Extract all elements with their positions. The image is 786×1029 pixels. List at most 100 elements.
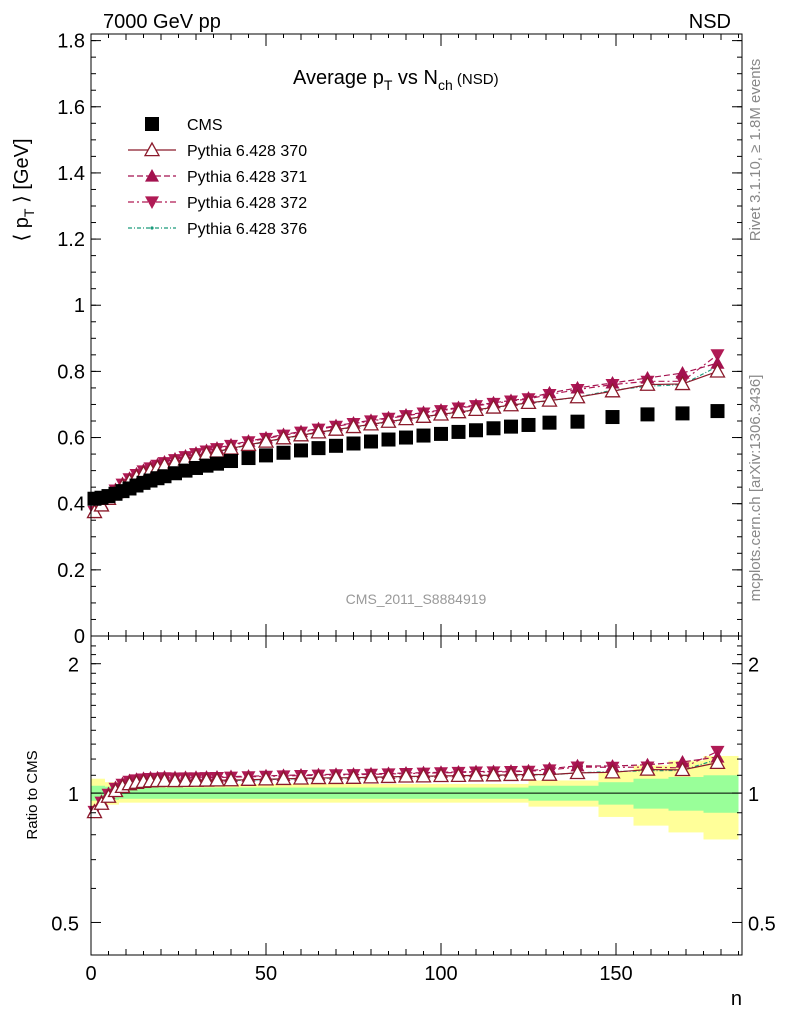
mcplots-label: mcplots.cern.ch [arXiv:1306.3436] [747, 375, 764, 602]
ratio-point-2 [675, 754, 690, 768]
cms-data-point [311, 441, 326, 456]
cms-data-point [364, 434, 378, 449]
xtick-label: 50 [255, 963, 277, 985]
ratio-point-1 [292, 770, 310, 785]
series-point-2 [710, 356, 725, 369]
title-main: Average p [293, 67, 384, 89]
series-point-1 [397, 410, 415, 426]
legend-marker-2 [145, 169, 159, 182]
ratio-plot-frame [90, 635, 743, 956]
series-point-1 [415, 408, 432, 423]
ratio-point-1 [485, 766, 502, 782]
y-axis-label: ⟨ pT ⟩ [GeV] [11, 138, 37, 241]
ratio-axis-label: Ratio to CMS [24, 750, 41, 839]
legend-label-1: Pythia 6.428 370 [187, 143, 307, 160]
cms-data-point [399, 430, 413, 445]
legend-label-2: Pythia 6.428 371 [187, 169, 307, 186]
cms-data-point [640, 407, 655, 422]
ratio-ytick-label-right: 1 [748, 784, 759, 806]
legend-marker-0 [145, 117, 159, 131]
ratio-point-1 [502, 766, 520, 782]
ylabel-close: ⟩ [GeV] [11, 138, 33, 208]
series-point-1 [520, 394, 537, 410]
series-point-1 [292, 426, 310, 442]
ratio-ytick-label: 2 [68, 655, 79, 677]
series-point-1 [502, 396, 520, 412]
series-point-1 [604, 382, 621, 398]
main-ytick-label: 1 [74, 295, 85, 317]
ratio-point-1 [362, 768, 380, 784]
series-point-1 [345, 418, 362, 434]
ratio-ytick-label-right: 2 [748, 655, 759, 677]
ratio-point-1 [380, 768, 397, 784]
ylabel-sub: T [21, 208, 37, 217]
ratio-point-1 [93, 795, 110, 810]
main-ytick-label: 0.4 [57, 494, 85, 516]
cms-data-point [570, 414, 585, 429]
series-point-1 [709, 363, 726, 378]
header-right: NSD [689, 11, 731, 33]
cms-data-point [416, 428, 431, 443]
ratio-point-1 [240, 771, 257, 786]
chart-title: Average pT vs Nch (NSD) [293, 67, 499, 93]
cms-data-point [276, 445, 291, 460]
ratio-point-1 [467, 767, 485, 782]
ratio-point-1 [166, 772, 184, 788]
cms-data-point [469, 423, 483, 438]
ratio-point-1 [198, 772, 215, 787]
main-ytick-label: 0 [74, 626, 85, 648]
series-point-1 [467, 401, 485, 417]
series-point-1 [569, 388, 586, 404]
ylabel-open: ⟨ p [11, 217, 33, 241]
title-mid: vs N [392, 67, 438, 89]
main-ytick-label: 1.2 [57, 229, 85, 251]
ratio-point-1 [415, 767, 432, 783]
ratio-point-1 [709, 754, 726, 769]
ratio-point-1 [639, 761, 656, 776]
ratio-point-1 [177, 772, 194, 788]
cms-data-point [259, 448, 273, 463]
ratio-point-1 [541, 766, 558, 781]
legend-label-0: CMS [187, 117, 223, 134]
ratio-ytick-label: 0.5 [51, 913, 79, 935]
cms-data-point [710, 404, 725, 419]
ratio-point-1 [432, 767, 450, 783]
series-line-2 [94, 362, 718, 512]
series-point-1 [380, 413, 397, 428]
cms-data-point [210, 456, 224, 471]
ratio-point-1 [520, 766, 537, 781]
analysis-watermark: CMS_2011_S8884919 [346, 591, 487, 607]
ratio-point-1 [208, 771, 226, 787]
main-ytick-label: 1.4 [57, 163, 85, 185]
main-ytick-label: 0.6 [57, 428, 85, 450]
ratio-point-1 [327, 769, 345, 785]
ratio-ytick-label-right: 0.5 [748, 913, 776, 935]
series-point-1 [240, 436, 257, 452]
series-point-2 [570, 380, 585, 394]
xtick-label: 100 [424, 963, 457, 985]
ratio-point-1 [156, 772, 173, 787]
x-axis-label: n [731, 988, 742, 1010]
series-point-2 [675, 366, 690, 379]
legend-label-3: Pythia 6.428 372 [187, 195, 307, 212]
xtick-label: 150 [599, 963, 632, 985]
ratio-point-1 [275, 770, 292, 786]
cms-data-point [675, 406, 690, 421]
ratio-point-1 [310, 769, 327, 785]
series-point-1 [450, 403, 467, 419]
legend-marker-4 [150, 226, 154, 230]
cms-data-point [241, 451, 256, 466]
ratio-point-1 [604, 763, 621, 779]
series-point-1 [310, 423, 327, 439]
series-point-1 [639, 376, 656, 391]
main-ytick-label: 0.8 [57, 361, 85, 383]
series-point-1 [275, 429, 292, 445]
title-sub2: ch [438, 77, 453, 93]
cms-data-point [346, 436, 361, 451]
series-point-3 [710, 349, 725, 362]
legend-marker-1 [143, 141, 161, 157]
cms-data-point [521, 417, 536, 432]
cms-data-point [451, 424, 466, 439]
